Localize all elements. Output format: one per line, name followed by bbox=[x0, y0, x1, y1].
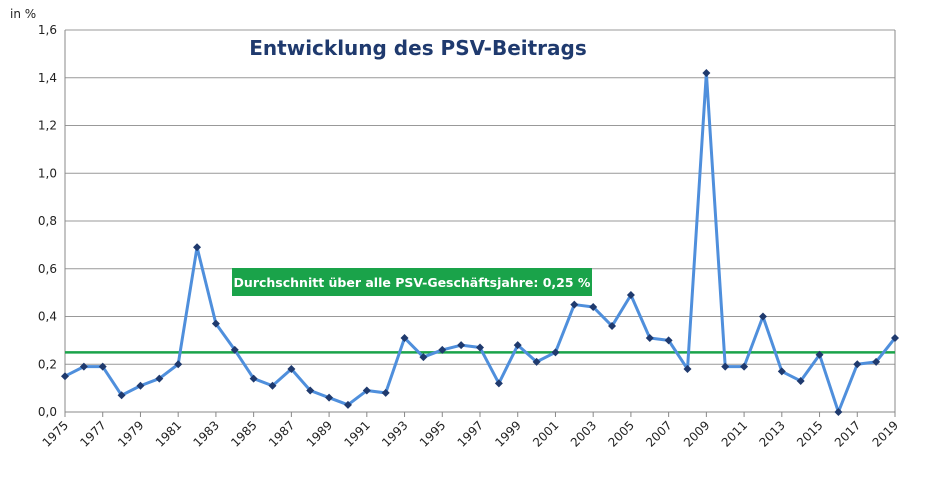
x-tick-label: 2007 bbox=[643, 418, 674, 449]
data-point bbox=[325, 393, 334, 402]
data-point bbox=[645, 333, 654, 342]
y-tick-label: 0,2 bbox=[38, 357, 57, 371]
x-tick-label: 1999 bbox=[492, 418, 523, 449]
data-point bbox=[834, 408, 843, 416]
x-tick-label: 1981 bbox=[153, 418, 184, 449]
data-point bbox=[891, 333, 899, 342]
x-tick-label: 2013 bbox=[756, 418, 787, 449]
data-point bbox=[494, 379, 503, 388]
annotation: Durchschnitt über alle PSV-Geschäftsjahr… bbox=[234, 275, 591, 290]
data-point bbox=[381, 388, 390, 397]
data-point bbox=[400, 333, 409, 342]
data-point bbox=[872, 357, 881, 366]
x-tick-label: 1997 bbox=[455, 418, 486, 449]
x-tick-label: 2003 bbox=[568, 418, 599, 449]
x-tick-label: 1983 bbox=[191, 418, 222, 449]
data-point bbox=[721, 362, 730, 371]
x-tick-label: 2001 bbox=[530, 418, 561, 449]
data-point bbox=[61, 372, 69, 381]
annotation-box bbox=[232, 268, 592, 296]
x-tick-label: 1993 bbox=[379, 418, 410, 449]
x-tick-label: 1985 bbox=[228, 418, 259, 449]
data-point bbox=[98, 362, 107, 371]
x-tick-label: 1995 bbox=[417, 418, 448, 449]
data-point bbox=[230, 345, 239, 354]
data-point bbox=[589, 302, 598, 311]
data-point bbox=[626, 291, 635, 300]
data-point bbox=[306, 386, 315, 395]
data-point bbox=[740, 362, 749, 371]
x-tick-label: 1975 bbox=[40, 418, 71, 449]
data-point bbox=[551, 348, 560, 357]
x-tick-label: 1991 bbox=[341, 418, 372, 449]
y-tick-label: 0,6 bbox=[38, 262, 57, 276]
x-tick-label: 2017 bbox=[832, 418, 863, 449]
data-point bbox=[758, 312, 767, 321]
data-point bbox=[853, 360, 862, 369]
data-point bbox=[343, 400, 352, 409]
chart-title: Entwicklung des PSV-Beitrags bbox=[249, 36, 587, 60]
data-point bbox=[513, 341, 522, 350]
data-point bbox=[476, 343, 484, 352]
data-point bbox=[362, 386, 371, 395]
x-tick-label: 2015 bbox=[794, 418, 825, 449]
data-point bbox=[211, 319, 220, 328]
data-point bbox=[702, 68, 711, 77]
x-tick-label: 1989 bbox=[304, 418, 335, 449]
x-tick-label: 2011 bbox=[719, 418, 750, 449]
y-tick-label: 1,6 bbox=[38, 23, 57, 37]
y-tick-label: 1,2 bbox=[38, 119, 57, 133]
data-point bbox=[683, 365, 692, 374]
x-tick-label: 1979 bbox=[115, 418, 146, 449]
data-point bbox=[532, 357, 541, 366]
data-point bbox=[79, 362, 88, 371]
data-point bbox=[570, 300, 579, 309]
data-line bbox=[64, 71, 897, 414]
data-point bbox=[249, 374, 258, 383]
data-point bbox=[174, 360, 183, 369]
x-tick-label: 1977 bbox=[77, 418, 108, 449]
data-point bbox=[608, 322, 617, 331]
data-point bbox=[777, 367, 786, 376]
x-tick-label: 2019 bbox=[870, 418, 901, 449]
data-point bbox=[287, 365, 296, 374]
x-tick-label: 2009 bbox=[681, 418, 712, 449]
y-tick-label: 1,4 bbox=[38, 71, 57, 85]
data-point bbox=[457, 341, 466, 350]
data-point bbox=[117, 391, 126, 400]
y-tick-label: 0,8 bbox=[38, 214, 57, 228]
data-point bbox=[155, 374, 164, 383]
y-tick-label: 0,4 bbox=[38, 310, 57, 324]
data-point bbox=[664, 336, 673, 345]
data-point bbox=[193, 243, 202, 252]
y-axis-label: in % bbox=[10, 7, 36, 21]
data-point bbox=[419, 353, 428, 362]
y-tick-label: 1,0 bbox=[38, 166, 57, 180]
data-point bbox=[796, 376, 805, 385]
data-point bbox=[815, 350, 824, 359]
y-tick-label: 0,0 bbox=[38, 405, 57, 419]
data-point bbox=[438, 345, 447, 354]
data-point bbox=[268, 381, 277, 390]
x-tick-label: 1987 bbox=[266, 418, 297, 449]
data-point bbox=[136, 381, 145, 390]
x-tick-label: 2005 bbox=[606, 418, 637, 449]
